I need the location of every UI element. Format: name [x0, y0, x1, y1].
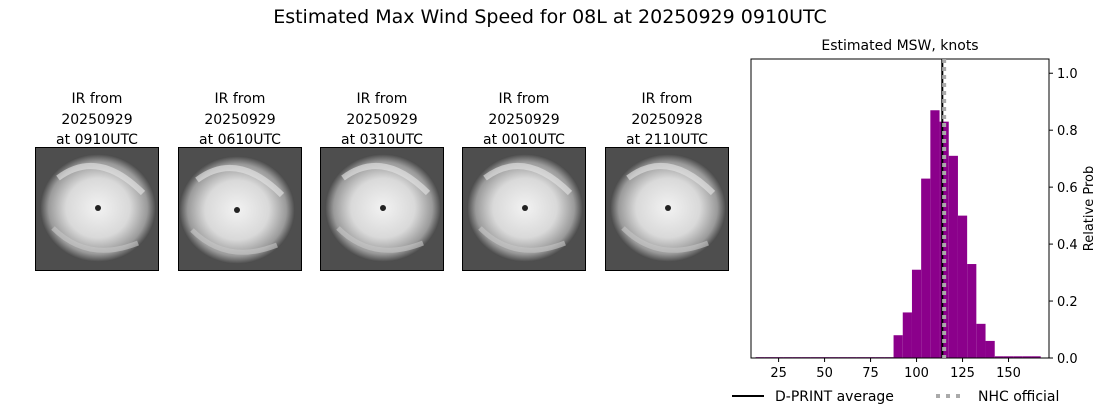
satellite-ir-image: [320, 147, 444, 271]
ir-panel-title-line3: at 0010UTC: [483, 132, 565, 148]
histogram-bar: [1022, 356, 1032, 358]
ir-panel-title-line2: 20250929: [61, 111, 133, 128]
mswchart: Estimated MSW, knots 25 50 75 100 125 150 0.0 0.…: [732, 38, 1097, 405]
legend-nhc-label: NHC official: [978, 389, 1059, 405]
y-tick-label: 1.0: [1057, 67, 1078, 82]
histogram-bar: [1003, 356, 1014, 358]
histogram-bar: [911, 269, 922, 358]
histogram-bar: [893, 335, 903, 358]
y-tick-label: 0.6: [1057, 181, 1078, 196]
legend-dprint-label: D-PRINT average: [775, 389, 894, 405]
ir-panel-title-line1: IR from: [356, 91, 408, 107]
ir-panel-title-line1: IR from: [214, 91, 266, 107]
ir-panel-title-line2: 20250928: [631, 111, 703, 128]
satellite-ir-image: [35, 147, 159, 271]
histogram-bar: [967, 264, 977, 358]
chart-title: Estimated MSW, knots: [821, 38, 978, 54]
ir-panel-title-line3: at 0910UTC: [56, 132, 138, 148]
x-tick-label: 150: [996, 366, 1021, 381]
ir-panel-title-line3: at 2110UTC: [626, 132, 708, 148]
satellite-ir-image: [462, 147, 586, 271]
x-tick-label: 125: [950, 366, 975, 381]
ir-panel-title-line1: IR from: [641, 91, 693, 107]
y-tick-label: 0.0: [1057, 352, 1078, 367]
histogram-bar: [902, 312, 912, 358]
satellite-ir-image: [605, 147, 729, 271]
x-tick-label: 50: [816, 366, 833, 381]
satellite-ir-image: [178, 147, 302, 271]
ir-panel-title: IR from 20250928 at 2110UTC: [597, 89, 737, 151]
histogram-bar: [1013, 356, 1023, 358]
ir-panel-title: IR from 20250929 at 0610UTC: [170, 89, 310, 151]
ir-panel-title-line3: at 0310UTC: [341, 132, 423, 148]
histogram-bar: [1031, 356, 1041, 358]
histogram-bar: [930, 110, 940, 358]
x-tick-label: 75: [862, 366, 879, 381]
histogram-bar: [976, 323, 986, 358]
ir-panel-title: IR from 20250929 at 0910UTC: [27, 89, 167, 151]
y-tick-label: 0.2: [1057, 295, 1078, 310]
y-axis-label: Relative Prob: [1082, 166, 1097, 251]
ir-panel-title-line2: 20250929: [488, 111, 560, 128]
ir-panel-title-line1: IR from: [71, 91, 123, 107]
plot-frame: [750, 58, 1050, 359]
y-tick-label: 0.4: [1057, 238, 1078, 253]
x-tick-label: 25: [770, 366, 787, 381]
histogram-bar: [985, 340, 995, 358]
histogram-bar: [948, 155, 958, 358]
histogram-bar: [957, 215, 968, 358]
y-tick-label: 0.8: [1057, 124, 1078, 139]
x-tick-label: 100: [904, 366, 929, 381]
histogram-bar: [939, 121, 949, 359]
histogram-bar: [994, 356, 1004, 358]
ir-panel-title-line1: IR from: [498, 91, 550, 107]
figure-title: Estimated Max Wind Speed for 08L at 2025…: [273, 6, 827, 28]
ir-panel-title: IR from 20250929 at 0010UTC: [454, 89, 594, 151]
ir-panel-title-line3: at 0610UTC: [199, 132, 281, 148]
ir-panel-title-line2: 20250929: [346, 111, 418, 128]
ir-panel-title: IR from 20250929 at 0310UTC: [312, 89, 452, 151]
ir-panel-title-line2: 20250929: [204, 111, 276, 128]
histogram-bar: [921, 178, 931, 358]
